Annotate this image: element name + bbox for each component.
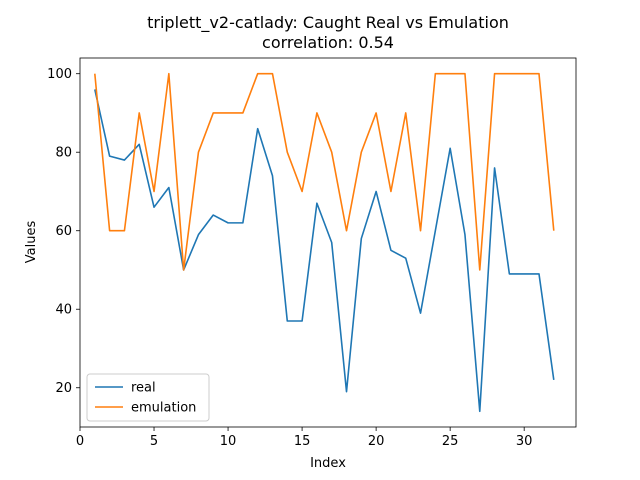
legend-box <box>86 373 210 422</box>
x-tick-label: 15 <box>294 434 311 449</box>
y-tick-label: 20 <box>55 381 72 396</box>
chart-subtitle: correlation: 0.54 <box>262 33 394 52</box>
series-group <box>94 72 555 413</box>
series-line-real <box>94 89 555 413</box>
y-tick-label: 100 <box>47 67 72 82</box>
x-tick-label: 0 <box>76 434 84 449</box>
legend: real emulation <box>86 373 210 422</box>
x-tick-label: 10 <box>220 434 237 449</box>
plot-frame <box>79 57 577 428</box>
series-line-emulation <box>94 72 555 271</box>
x-tick-label: 30 <box>516 434 533 449</box>
x-axis: 0 5 10 15 20 25 30 <box>76 427 533 449</box>
legend-label-emulation: emulation <box>131 401 196 416</box>
x-tick-label: 5 <box>150 434 158 449</box>
y-tick-label: 60 <box>55 224 72 239</box>
y-axis-label: Values <box>24 221 39 264</box>
x-axis-label: Index <box>310 456 346 471</box>
y-axis: 20 40 60 80 100 <box>47 67 80 396</box>
chart-title: triplett_v2-catlady: Caught Real vs Emul… <box>147 13 509 33</box>
x-tick-label: 20 <box>368 434 385 449</box>
y-tick-label: 80 <box>55 146 72 161</box>
y-tick-label: 40 <box>55 303 72 318</box>
x-tick-label: 25 <box>442 434 459 449</box>
legend-label-real: real <box>131 381 156 396</box>
plot-area <box>79 57 577 428</box>
